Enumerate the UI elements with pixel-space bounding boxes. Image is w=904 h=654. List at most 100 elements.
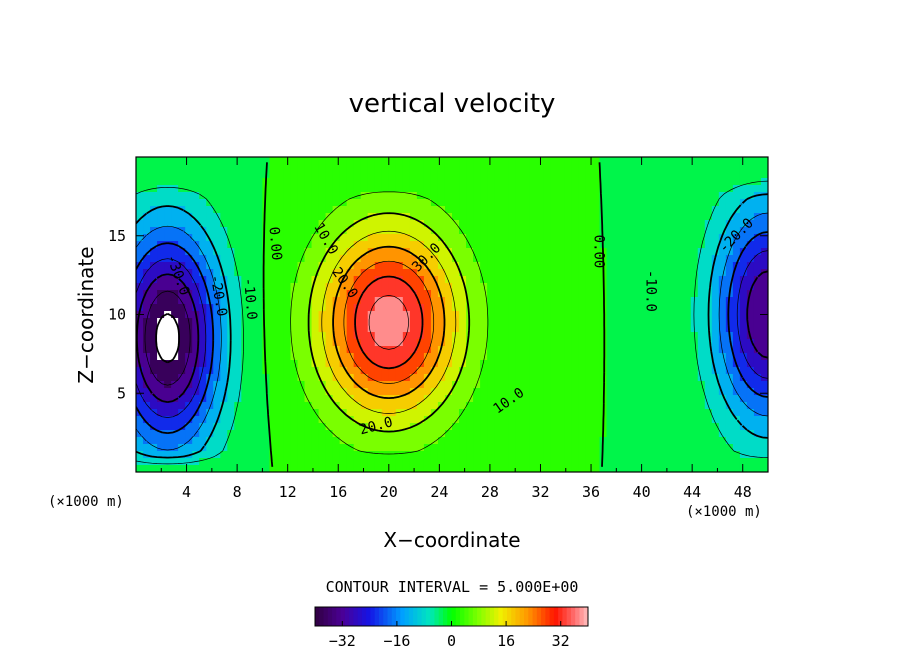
field-cell [746, 339, 755, 347]
field-cell [255, 290, 263, 298]
contour-line [155, 312, 180, 364]
field-cell [185, 395, 193, 403]
field-cell [255, 339, 263, 347]
field-cell [437, 290, 446, 298]
field-cell [178, 416, 186, 424]
field-cell [248, 297, 256, 305]
field-cell [430, 374, 439, 382]
field-cell [339, 416, 348, 424]
field-cell [466, 213, 474, 221]
field-cell [585, 416, 594, 424]
field-cell [234, 444, 242, 452]
field-cell [620, 248, 629, 256]
field-cell [494, 311, 502, 319]
field-cell [627, 381, 636, 389]
field-cell [353, 332, 362, 340]
field-cell [452, 409, 460, 417]
field-cell [732, 199, 741, 207]
field-cell [185, 297, 193, 305]
field-cell [452, 227, 460, 235]
field-cell [213, 157, 221, 165]
field-cell [501, 325, 509, 333]
field-cell [234, 416, 242, 424]
field-cell [662, 423, 671, 431]
field-cell [501, 437, 509, 445]
field-cell [178, 381, 186, 389]
field-cell [473, 444, 481, 452]
field-cell [402, 262, 411, 270]
field-cell [487, 276, 495, 284]
field-cell [269, 157, 278, 165]
field-cell [753, 353, 762, 361]
field-cell [739, 332, 748, 340]
field-cell [501, 185, 509, 193]
field-cell [732, 444, 741, 452]
colorbar-segment [511, 607, 516, 626]
field-cell [501, 241, 509, 249]
field-cell [248, 234, 256, 242]
field-cell [578, 444, 587, 452]
field-cell [578, 283, 587, 291]
field-cell [704, 430, 713, 438]
field-cell [318, 276, 327, 284]
field-cell [557, 367, 565, 375]
field-cell [304, 199, 313, 207]
field-cell [550, 255, 558, 263]
field-cell [627, 206, 636, 214]
field-cell [269, 171, 278, 179]
field-cell [718, 269, 727, 277]
field-cell [311, 248, 320, 256]
field-cell [648, 297, 657, 305]
field-cell [311, 157, 320, 165]
field-cell [683, 248, 692, 256]
field-cell [543, 276, 551, 284]
field-cell [164, 269, 172, 277]
field-cell [409, 367, 418, 375]
field-cell [339, 206, 348, 214]
field-cell [662, 353, 671, 361]
field-cell [669, 255, 678, 263]
field-cell [164, 423, 172, 431]
field-cell [192, 185, 200, 193]
field-cell [192, 213, 200, 221]
field-cell [613, 255, 622, 263]
field-cell [473, 451, 481, 459]
field-cell [248, 451, 256, 459]
field-cell [381, 416, 390, 424]
field-cell [227, 241, 235, 249]
field-cell [480, 220, 488, 228]
field-cell [592, 178, 601, 186]
field-cell [199, 332, 207, 340]
field-cell [585, 234, 594, 242]
field-cell [367, 402, 376, 410]
field-cell [669, 234, 678, 242]
field-cell [388, 381, 397, 389]
field-cell [388, 402, 397, 410]
field-cell [206, 220, 214, 228]
field-cell [501, 311, 509, 319]
field-cell [515, 444, 523, 452]
field-cell [753, 325, 762, 333]
field-cell [220, 290, 228, 298]
field-cell [515, 185, 523, 193]
field-cell [283, 262, 292, 270]
field-cell [571, 227, 579, 235]
field-cell [150, 444, 158, 452]
field-cell [515, 192, 523, 200]
field-cell [613, 367, 622, 375]
colorbar-segment [349, 607, 354, 626]
field-cell [444, 339, 453, 347]
field-cell [487, 304, 495, 312]
field-cell [494, 199, 502, 207]
field-cell [459, 339, 467, 347]
field-cell [374, 241, 383, 249]
field-cell [381, 339, 390, 347]
field-cell [339, 311, 348, 319]
field-cell [732, 353, 741, 361]
field-cell [213, 388, 221, 396]
field-cell [571, 199, 579, 207]
field-cell [501, 395, 509, 403]
field-cell [515, 458, 523, 466]
field-cell [662, 416, 671, 424]
field-cell [760, 178, 768, 186]
